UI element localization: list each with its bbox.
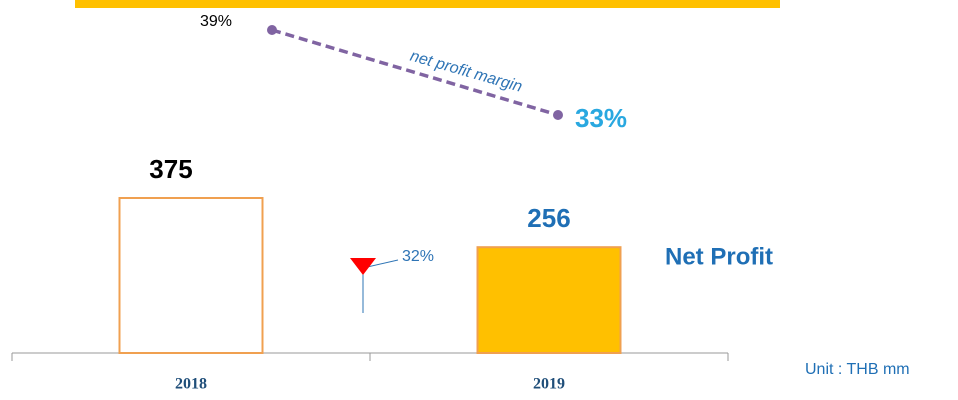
top-band [75, 0, 780, 8]
legend-label: Net Profit [665, 243, 773, 270]
margin-label: 39% [200, 13, 232, 30]
margin-label: 33% [575, 103, 627, 133]
unit-label: Unit : THB mm [805, 361, 910, 378]
value-label: 375 [149, 154, 192, 184]
margin-line [271, 28, 559, 117]
x-tick-label: 2018 [175, 376, 207, 393]
bar [118, 197, 264, 354]
margin-point [553, 110, 563, 120]
x-tick-label: 2019 [533, 376, 565, 393]
change-label: 32% [402, 248, 434, 265]
change-marker [350, 258, 376, 275]
margin-point [267, 25, 277, 35]
bar [476, 246, 622, 354]
value-label: 256 [527, 203, 570, 233]
